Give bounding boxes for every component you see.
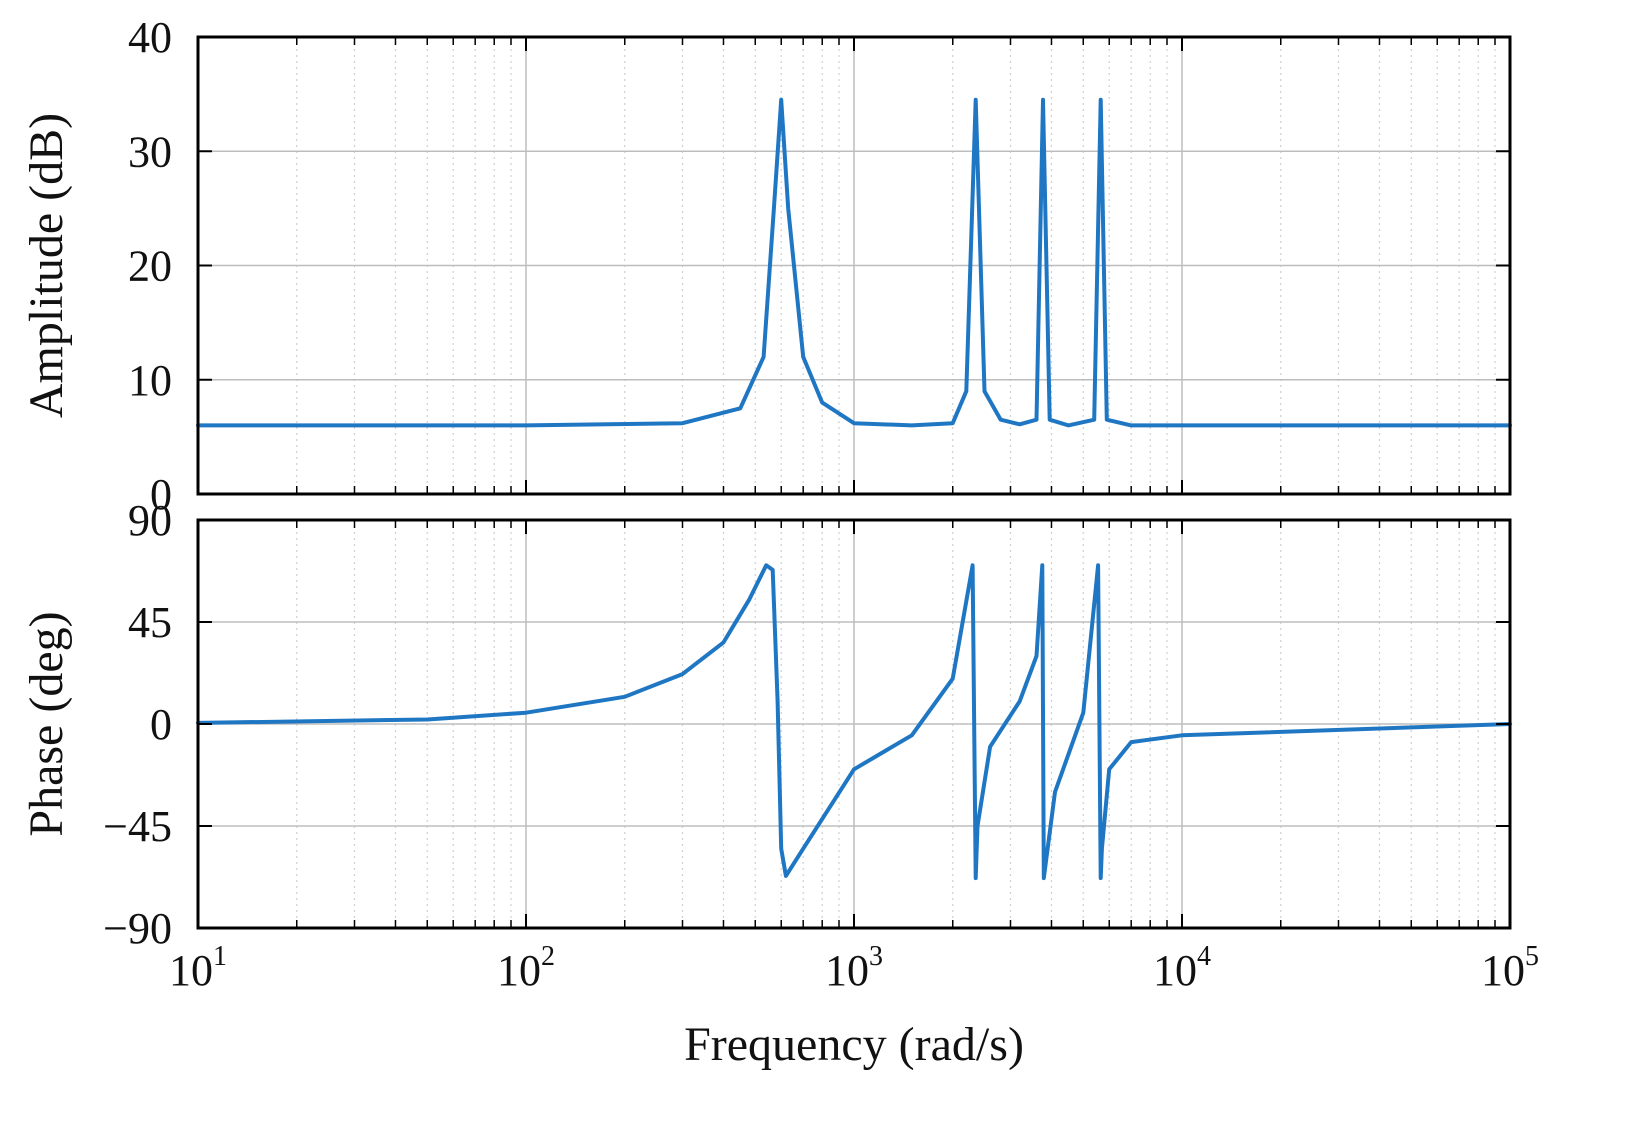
amplitude-series-line (196, 97, 1512, 428)
amplitude-y-axis-label: Amplitude (dB) (20, 113, 73, 418)
x-tick-label: 103 (825, 941, 883, 995)
phase-axes-frame (196, 518, 1512, 930)
y-tick-label: 30 (128, 127, 172, 176)
phase-y-axis-label: Phase (deg) (20, 611, 73, 836)
x-tick-labels: 101 102 103 104 105 (169, 941, 1539, 995)
y-tick-label: 10 (128, 356, 172, 405)
x-axis-label: Frequency (rad/s) (684, 1018, 1024, 1071)
amplitude-grid (197, 36, 1510, 495)
phase-grid (197, 519, 1510, 929)
y-tick-label: −45 (103, 802, 172, 851)
phase-y-tick-labels: −90 −45 0 45 90 (103, 496, 172, 953)
y-tick-label: 40 (128, 13, 172, 62)
amplitude-axes-frame (196, 35, 1512, 496)
phase-panel: −90 −45 0 45 90 Phase (deg) (20, 496, 1512, 953)
amplitude-panel: 0 10 20 30 40 Amplitude (dB) (20, 13, 1512, 519)
x-tick-label: 104 (1153, 941, 1211, 995)
y-tick-label: 20 (128, 242, 172, 291)
x-tick-label: 101 (169, 941, 227, 995)
y-tick-label: 45 (128, 598, 172, 647)
amplitude-y-tick-labels: 0 10 20 30 40 (128, 13, 172, 519)
y-tick-label: 0 (150, 700, 172, 749)
x-tick-label: 105 (1481, 941, 1539, 995)
y-tick-label: −90 (103, 904, 172, 953)
phase-series-line (196, 563, 1512, 881)
y-tick-label: 0 (150, 470, 172, 519)
y-tick-label: 90 (128, 496, 172, 545)
x-tick-label: 102 (497, 941, 555, 995)
